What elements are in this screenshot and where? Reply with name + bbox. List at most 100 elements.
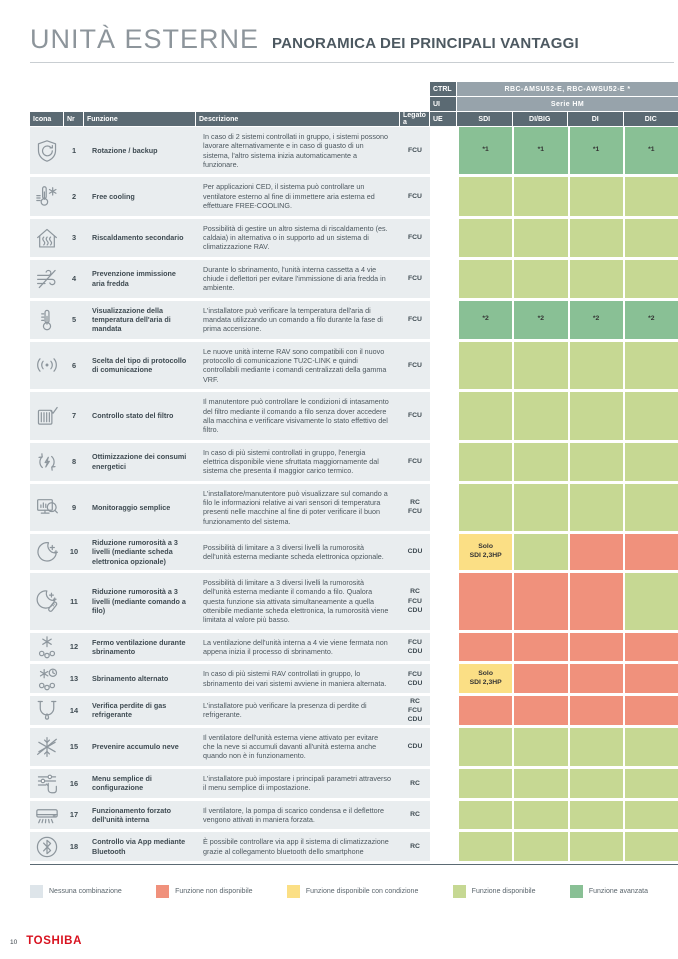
row-related-to: FCU	[400, 127, 430, 175]
cell-di-big	[512, 259, 568, 298]
row-number: 18	[64, 832, 84, 861]
cell-ue	[430, 341, 457, 390]
cell-sdi	[457, 572, 513, 630]
row-number: 8	[64, 442, 84, 481]
cell-ue	[430, 768, 457, 798]
row-function-name: Fermo ventilazione durante sbrinamento	[84, 632, 196, 662]
row-description: Possibilità di gestire un altro sistema …	[196, 218, 400, 257]
header-spacer	[30, 82, 430, 96]
row-description: La ventilazione dell'unità interna a 4 v…	[196, 632, 400, 662]
title-divider	[30, 62, 674, 63]
cell-dic	[622, 392, 678, 440]
function-icon-cell	[30, 177, 64, 216]
cell-dic	[622, 218, 678, 257]
row-function-name: Prevenire accumulo neve	[84, 727, 196, 766]
cell-ue	[430, 727, 457, 766]
table-row: 15 Prevenire accumulo neve Il ventilator…	[30, 727, 678, 766]
row-related-to: FCU	[400, 341, 430, 390]
shield-rotation-icon	[37, 139, 57, 162]
row-description: Durante lo sbrinamento, l'unità interna …	[196, 259, 400, 298]
table-row: 18 Controllo via App mediante Bluetooth …	[30, 832, 678, 861]
function-icon-cell	[30, 127, 64, 175]
row-function-name: Riduzione rumorosità a 3 livelli (median…	[84, 534, 196, 570]
row-number: 14	[64, 696, 84, 725]
row-number: 6	[64, 341, 84, 390]
table-row: 2 Free cooling Per applicazioni CED, il …	[30, 177, 678, 216]
row-description: Il manutentore può controllare le condiz…	[196, 392, 400, 440]
function-icon-cell	[30, 341, 64, 390]
cell-dic	[622, 572, 678, 630]
row-related-to: FCU	[400, 442, 430, 481]
cell-dic	[622, 664, 678, 694]
row-number: 17	[64, 800, 84, 830]
cell-dic	[622, 341, 678, 390]
legend-item: Funzione avanzata	[569, 884, 648, 898]
legend-label: Nessuna combinazione	[49, 887, 122, 895]
row-number: 2	[64, 177, 84, 216]
row-number: 4	[64, 259, 84, 298]
table-row: 3 Riscaldamento secondario Possibilità d…	[30, 218, 678, 257]
row-number: 15	[64, 727, 84, 766]
cell-dic: *1	[622, 127, 678, 175]
cell-ue	[430, 177, 457, 216]
function-icon-cell	[30, 832, 64, 861]
cell-ue	[430, 442, 457, 481]
row-number: 10	[64, 534, 84, 570]
row-function-name: Menu semplice di configurazione	[84, 768, 196, 798]
cell-di	[567, 218, 623, 257]
row-description: In caso di 2 sistemi controllati in grup…	[196, 127, 400, 175]
table-row: 12 Fermo ventilazione durante sbrinament…	[30, 632, 678, 662]
defrost-fan-stop-icon	[38, 636, 56, 659]
row-function-name: Visualizzazione della temperatura dell'a…	[84, 300, 196, 339]
legend-color-swatch	[286, 884, 300, 898]
advantages-table: CTRL RBC-AMSU52-E, RBC-AWSU52-E * UI Ser…	[30, 82, 678, 898]
legend-label: Funzione non disponibile	[175, 887, 253, 895]
row-related-to: RC FCU CDU	[400, 572, 430, 630]
cell-di-big	[512, 177, 568, 216]
table-row: 7 Controllo stato del filtro Il manutent…	[30, 392, 678, 440]
cell-dic	[622, 632, 678, 662]
cell-di-big	[512, 696, 568, 725]
cell-di	[567, 483, 623, 532]
row-number: 1	[64, 127, 84, 175]
table-row: 14 Verifica perdite di gas refrigerante …	[30, 696, 678, 725]
row-description: L'installatore può impostare i principal…	[196, 768, 400, 798]
cell-sdi	[457, 800, 513, 830]
row-description: Le nuove unità interne RAV sono compatib…	[196, 341, 400, 390]
function-icon-cell	[30, 483, 64, 532]
cell-ue	[430, 632, 457, 662]
row-related-to: FCU	[400, 218, 430, 257]
row-description: In caso di più sistemi RAV controllati i…	[196, 664, 400, 694]
cell-di	[567, 341, 623, 390]
cell-ue	[430, 127, 457, 175]
row-function-name: Scelta del tipo di protocollo di comunic…	[84, 341, 196, 390]
cell-di-big	[512, 832, 568, 861]
row-description: L'installatore può verificare la tempera…	[196, 300, 400, 339]
cell-sdi	[457, 483, 513, 532]
cell-di-big	[512, 768, 568, 798]
row-number: 11	[64, 572, 84, 630]
table-row: 8 Ottimizzazione dei consumi energetici …	[30, 442, 678, 481]
table-row: 17 Funzionamento forzato dell'unità inte…	[30, 800, 678, 830]
cell-di	[567, 177, 623, 216]
col-header-descrizione: Descrizione	[196, 112, 400, 126]
cell-sdi	[457, 727, 513, 766]
row-related-to: RC FCU CDU	[400, 696, 430, 725]
function-icon-cell	[30, 392, 64, 440]
row-description: Il ventilatore, la pompa di scarico cond…	[196, 800, 400, 830]
row-related-to: FCU CDU	[400, 632, 430, 662]
cell-dic	[622, 727, 678, 766]
row-description: L'installatore può verificare la presenz…	[196, 696, 400, 725]
cell-di	[567, 727, 623, 766]
row-function-name: Controllo via App mediante Bluetooth	[84, 832, 196, 861]
legend-item: Nessuna combinazione	[30, 884, 122, 898]
row-function-name: Controllo stato del filtro	[84, 392, 196, 440]
page-title: UNITÀ ESTERNE	[30, 24, 260, 54]
table-row: 16 Menu semplice di configurazione L'ins…	[30, 768, 678, 798]
row-related-to: FCU	[400, 177, 430, 216]
cell-ue	[430, 300, 457, 339]
cell-sdi	[457, 392, 513, 440]
page-header: UNITÀ ESTERNE PANORAMICA DEI PRINCIPALI …	[30, 24, 648, 55]
row-description: È possibile controllare via app il siste…	[196, 832, 400, 861]
row-function-name: Prevenzione immissione aria fredda	[84, 259, 196, 298]
